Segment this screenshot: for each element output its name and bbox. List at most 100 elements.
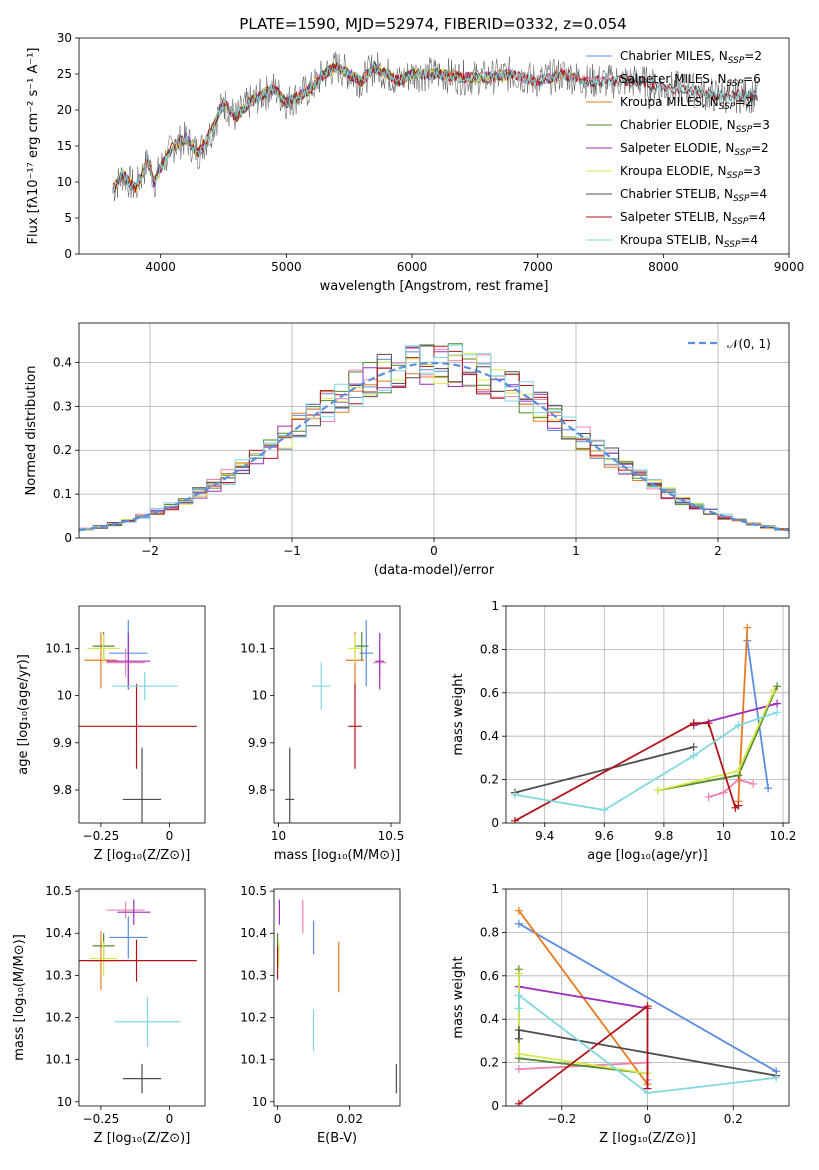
data-point xyxy=(514,969,523,978)
ticks: 9.4 9.6 9.8 10 10.2 0 0.2 0.4 0.6 0.8 1 xyxy=(480,599,796,843)
y-axis-label: mass [log₁₀(M/M⊙)] xyxy=(12,934,27,1061)
data-point xyxy=(510,790,519,799)
x-tick-label: 10.5 xyxy=(378,829,405,843)
data-point xyxy=(764,784,773,793)
y-tick-label: 10.2 xyxy=(240,1011,267,1025)
x-axis-label: wavelength [Angstrom, rest frame] xyxy=(320,279,549,294)
panel-6: 0 0.02 10 10.1 10.2 10.3 10.4 10.5 E(B-V) xyxy=(240,884,401,1146)
y-tick-label: 10.1 xyxy=(45,641,72,655)
legend-label: Kroupa STELIB, NSSP=4 xyxy=(620,233,758,250)
y-tick-label: 10 xyxy=(57,689,72,703)
y-tick-label: 1 xyxy=(491,599,499,613)
data-point xyxy=(514,1026,523,1035)
data-point xyxy=(719,788,728,797)
x-tick-label: 0.02 xyxy=(336,1112,363,1126)
x-axis-label: age [log₁₀(age/yr)] xyxy=(587,848,708,863)
series-line xyxy=(514,746,694,794)
x-tick-label: 8000 xyxy=(648,260,679,274)
y-tick-label: 15 xyxy=(57,139,72,153)
data-point xyxy=(734,721,743,730)
data-point xyxy=(514,1034,523,1043)
errorbar-6 xyxy=(348,634,362,663)
y-tick-label: 0.6 xyxy=(480,686,499,700)
y-tick-label: 25 xyxy=(57,67,72,81)
data-point xyxy=(514,919,523,928)
series-line xyxy=(518,985,648,1010)
histogram-9 xyxy=(79,344,789,532)
x-tick-label: −2 xyxy=(141,544,159,558)
y-tick-label: 0 xyxy=(64,531,72,545)
data-point xyxy=(773,708,782,717)
y-tick-label: 0.4 xyxy=(53,355,72,369)
data-point xyxy=(643,1002,652,1011)
y-tick-label: 10.4 xyxy=(45,926,72,940)
errorbar-8 xyxy=(79,683,197,769)
data-point xyxy=(749,779,758,788)
data-point xyxy=(514,1065,523,1074)
data-point xyxy=(773,699,782,708)
x-tick-label: 9.6 xyxy=(595,829,614,843)
data-point xyxy=(743,623,752,632)
axes-frame xyxy=(505,605,790,824)
series-line xyxy=(518,1004,649,1105)
series-line xyxy=(518,993,777,1094)
data-point xyxy=(689,719,698,728)
panel-3: 10 10.5 9.8 9.9 10 10.1 mass [log₁₀(M/M⊙)] xyxy=(240,605,405,863)
x-axis-label: Z [log₁₀(Z/Z⊙)] xyxy=(599,1131,696,1146)
panel-4: 9.4 9.6 9.8 10 10.2 0 0.2 0.4 0.6 0.8 1 age [log₁₀(… xyxy=(451,599,796,863)
x-axis-label: (data-model)/error xyxy=(374,563,495,578)
y-tick-label: 0.2 xyxy=(480,773,499,787)
x-tick-label: 0.2 xyxy=(724,1112,743,1126)
y-tick-label: 0.2 xyxy=(480,1056,499,1070)
model-spectrum-9 xyxy=(112,61,759,194)
data-point xyxy=(653,786,662,795)
y-tick-label: 10.2 xyxy=(45,1011,72,1025)
errorbar-6 xyxy=(87,634,121,663)
axes-frame xyxy=(78,37,790,255)
x-tick-label: 9.8 xyxy=(654,829,673,843)
errorbar-5 xyxy=(117,899,151,925)
errorbar-1 xyxy=(109,916,148,959)
errorbar-8 xyxy=(79,939,197,982)
y-axis-label: Flux [fλ10⁻¹⁷ erg cm⁻² s⁻¹ A⁻¹] xyxy=(26,48,41,245)
y-axis-label: mass weight xyxy=(451,956,466,1038)
errorbar-9 xyxy=(114,996,181,1048)
legend-label: Salpeter STELIB, NSSP=4 xyxy=(620,210,766,227)
x-tick-label: 10 xyxy=(271,829,286,843)
errorbar-2 xyxy=(106,648,145,677)
y-tick-label: 1 xyxy=(491,882,499,896)
x-tick-label: 0 xyxy=(644,1112,652,1126)
x-tick-label: 7000 xyxy=(522,260,553,274)
legend-label: Kroupa MILES, NSSP=2 xyxy=(620,95,753,112)
x-tick-label: 0 xyxy=(430,544,438,558)
weight-series-8 xyxy=(510,719,743,823)
y-tick-label: 9.9 xyxy=(53,736,72,750)
plot-area xyxy=(510,623,782,823)
series-line xyxy=(693,702,778,727)
data-point xyxy=(734,801,743,810)
figure-title: PLATE=1590, MJD=52974, FIBERID=0332, z=0… xyxy=(239,15,626,33)
ticks: 4000 5000 6000 7000 8000 9000 0 5 10 15 20 25 30 xyxy=(57,31,805,274)
legend-label: 𝒩(0, 1) xyxy=(727,337,771,351)
errorbar-4 xyxy=(355,631,369,661)
errorbar-2 xyxy=(106,901,145,919)
plot-area xyxy=(514,906,781,1106)
x-tick-label: 5000 xyxy=(271,260,302,274)
ticks: −0.2 0 0.2 0 0.2 0.4 0.6 0.8 1 xyxy=(480,882,743,1126)
y-tick-label: 10.5 xyxy=(240,884,267,898)
normal-curve xyxy=(79,361,789,532)
y-tick-label: 10.4 xyxy=(240,926,267,940)
weight-series-9 xyxy=(510,708,782,814)
plot-area xyxy=(112,52,759,201)
y-tick-label: 0.8 xyxy=(480,925,499,939)
data-point xyxy=(704,792,713,801)
x-axis-label: Z [log₁₀(Z/Z⊙)] xyxy=(94,848,191,863)
ticks: 0 0.02 10 10.1 10.2 10.3 10.4 10.5 xyxy=(240,884,363,1126)
y-tick-label: 0.4 xyxy=(480,729,499,743)
axes-frame xyxy=(505,888,790,1107)
y-tick-label: 10.1 xyxy=(240,641,267,655)
plot-area xyxy=(277,899,397,1094)
y-tick-label: 0 xyxy=(491,816,499,830)
weight-series-7 xyxy=(510,743,698,797)
errorbar-5 xyxy=(106,632,151,690)
